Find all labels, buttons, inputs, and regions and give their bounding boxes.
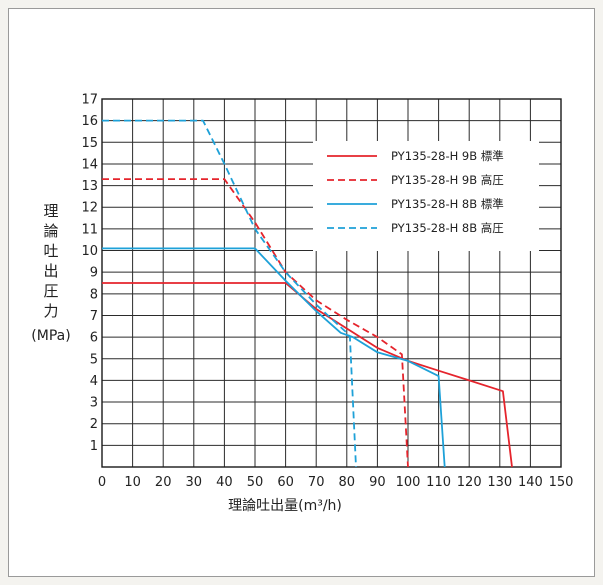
y-tick-label: 9	[90, 266, 98, 281]
legend-label-3: PY135-28-H 8B 標準	[391, 197, 504, 211]
x-tick-label: 110	[426, 475, 451, 490]
y-tick-label: 1	[90, 439, 98, 454]
y-label-char: 吐	[43, 242, 58, 260]
y-tick-label: 11	[81, 222, 98, 237]
x-tick-label: 70	[308, 475, 325, 490]
x-tick-label: 60	[277, 475, 294, 490]
x-tick-label: 30	[186, 475, 203, 490]
y-label-char: 論	[43, 222, 58, 240]
series-line-3	[102, 248, 445, 467]
y-label-unit: (MPa)	[31, 328, 70, 344]
y-label-char: 理	[43, 202, 58, 220]
y-tick-label: 5	[90, 352, 98, 367]
y-tick-label: 16	[81, 114, 98, 129]
y-tick-label: 4	[90, 374, 98, 389]
x-tick-label: 10	[124, 475, 141, 490]
x-tick-label: 150	[549, 475, 574, 490]
x-tick-label: 50	[247, 475, 264, 490]
y-tick-label: 7	[90, 309, 98, 324]
y-tick-label: 2	[90, 417, 98, 432]
x-tick-label: 120	[457, 475, 482, 490]
x-tick-label: 80	[339, 475, 356, 490]
legend-label-4: PY135-28-H 8B 高圧	[391, 221, 504, 235]
y-tick-label: 10	[81, 244, 98, 259]
x-tick-label: 140	[518, 475, 543, 490]
y-tick-label: 14	[81, 157, 98, 172]
x-tick-label: 100	[396, 475, 421, 490]
y-tick-label: 17	[81, 93, 98, 108]
x-tick-label: 130	[487, 475, 512, 490]
y-label-char: 力	[43, 302, 58, 320]
legend-label-2: PY135-28-H 9B 高圧	[391, 173, 504, 187]
x-tick-label: 90	[369, 475, 386, 490]
y-label-char: 圧	[43, 282, 58, 300]
y-tick-label: 15	[81, 136, 98, 151]
x-tick-label: 40	[216, 475, 233, 490]
y-label-char: 出	[43, 262, 58, 280]
legend: PY135-28-H 9B 標準 PY135-28-H 9B 高圧 PY135-28…	[313, 141, 539, 251]
x-tick-label: 0	[98, 475, 106, 490]
y-tick-label: 6	[90, 331, 98, 346]
chart-frame: PY135-28-H 9B 標準 PY135-28-H 9B 高圧 PY135-28…	[8, 8, 595, 577]
legend-label-1: PY135-28-H 9B 標準	[391, 149, 504, 163]
y-tick-label: 3	[90, 396, 98, 411]
y-tick-label: 13	[81, 179, 98, 194]
x-axis-label: 理論吐出量(m³/h)	[228, 498, 342, 514]
pressure-flow-chart: PY135-28-H 9B 標準 PY135-28-H 9B 高圧 PY135-28…	[9, 9, 596, 578]
x-tick-label: 20	[155, 475, 172, 490]
y-tick-label: 8	[90, 287, 98, 302]
y-tick-label: 12	[81, 201, 98, 216]
